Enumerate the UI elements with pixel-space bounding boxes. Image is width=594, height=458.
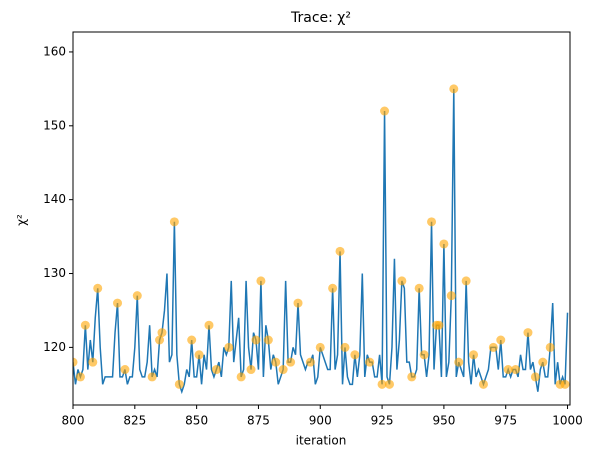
- sample-point: [174, 379, 184, 389]
- sample-point: [80, 320, 90, 330]
- sample-point: [278, 365, 288, 375]
- sample-point: [397, 276, 407, 286]
- sample-point: [204, 320, 214, 330]
- sample-point: [439, 239, 449, 249]
- sample-point: [419, 350, 429, 360]
- sample-point: [530, 372, 540, 382]
- sample-point: [560, 379, 570, 389]
- sample-point: [365, 357, 375, 367]
- sample-point: [511, 365, 521, 375]
- x-tick-label: 950: [432, 414, 455, 428]
- sample-point: [157, 328, 167, 338]
- sample-point: [380, 106, 390, 116]
- sample-point: [224, 342, 234, 352]
- sample-point: [305, 357, 315, 367]
- sample-point: [113, 298, 123, 308]
- sample-point: [120, 365, 130, 375]
- x-axis-label: iteration: [296, 434, 347, 448]
- x-tick-label: 925: [371, 414, 394, 428]
- x-tick-label: 1000: [552, 414, 583, 428]
- sample-point: [454, 357, 464, 367]
- x-tick-label: 800: [62, 414, 85, 428]
- sample-point: [340, 342, 350, 352]
- sample-point: [256, 276, 266, 286]
- sample-point: [523, 328, 533, 338]
- sample-point: [478, 379, 488, 389]
- y-tick-label: 120: [43, 340, 66, 354]
- sample-point: [328, 283, 338, 293]
- x-tick-label: 975: [494, 414, 517, 428]
- sample-point: [461, 276, 471, 286]
- sample-point: [427, 217, 437, 227]
- x-tick-label: 875: [247, 414, 270, 428]
- sample-point: [384, 379, 394, 389]
- sample-point: [350, 350, 360, 360]
- sample-point: [315, 342, 325, 352]
- sample-point: [271, 357, 281, 367]
- y-tick-label: 150: [43, 118, 66, 132]
- sample-point: [503, 365, 513, 375]
- sample-point: [449, 84, 459, 94]
- x-tick-label: 850: [185, 414, 208, 428]
- sample-point: [496, 335, 506, 345]
- sample-point: [132, 291, 142, 301]
- sample-point: [335, 246, 345, 256]
- y-tick-label: 140: [43, 192, 66, 206]
- sample-point: [407, 372, 417, 382]
- sample-point: [169, 217, 179, 227]
- sample-point: [414, 283, 424, 293]
- sample-point: [211, 365, 221, 375]
- y-tick-label: 130: [43, 266, 66, 280]
- sample-point: [155, 335, 165, 345]
- sample-point: [446, 291, 456, 301]
- sample-point: [469, 350, 479, 360]
- x-tick-label: 900: [309, 414, 332, 428]
- plot-frame: [72, 31, 571, 406]
- sample-point: [263, 335, 273, 345]
- chart-title: Trace: χ²: [290, 10, 351, 26]
- sample-point: [75, 372, 85, 382]
- sample-point: [286, 357, 296, 367]
- sample-point: [293, 298, 303, 308]
- sample-point: [434, 320, 444, 330]
- x-tick-label: 825: [123, 414, 146, 428]
- sample-point: [377, 379, 387, 389]
- sample-point: [236, 372, 246, 382]
- y-axis-label: χ²: [15, 214, 29, 226]
- sample-point: [194, 350, 204, 360]
- sample-point: [538, 357, 548, 367]
- sample-point: [246, 365, 256, 375]
- sample-point: [488, 342, 498, 352]
- y-tick-label: 160: [43, 44, 66, 58]
- sample-point: [88, 357, 98, 367]
- sample-point: [93, 283, 103, 293]
- sample-point: [73, 357, 78, 367]
- sample-point: [545, 342, 555, 352]
- sample-point: [187, 335, 197, 345]
- sample-point: [251, 335, 261, 345]
- sample-point: [147, 372, 157, 382]
